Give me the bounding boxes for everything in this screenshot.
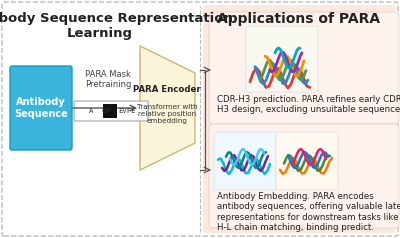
Text: Antibody Sequence Representation
Learning: Antibody Sequence Representation Learnin… xyxy=(0,12,232,40)
Text: Antibody Embedding. PARA encodes
antibody sequences, offering valuable latent
re: Antibody Embedding. PARA encodes antibod… xyxy=(217,192,400,232)
FancyBboxPatch shape xyxy=(2,2,398,236)
FancyBboxPatch shape xyxy=(214,132,276,190)
Text: Applications of PARA: Applications of PARA xyxy=(218,12,380,26)
Bar xyxy=(103,104,117,118)
FancyBboxPatch shape xyxy=(10,66,72,150)
FancyBboxPatch shape xyxy=(74,101,148,121)
Text: PARA Mask
Pretraining: PARA Mask Pretraining xyxy=(85,70,131,89)
FancyBboxPatch shape xyxy=(203,5,395,233)
FancyBboxPatch shape xyxy=(246,26,318,92)
FancyBboxPatch shape xyxy=(209,124,399,228)
Polygon shape xyxy=(140,46,195,170)
FancyBboxPatch shape xyxy=(276,132,338,190)
Text: CDR-H3 prediction. PARA refines early CDR-
H3 design, excluding unsuitable seque: CDR-H3 prediction. PARA refines early CD… xyxy=(217,95,400,114)
Text: PARA Encoder: PARA Encoder xyxy=(133,85,201,94)
Text: EVFE: EVFE xyxy=(118,108,136,114)
FancyBboxPatch shape xyxy=(209,12,399,124)
Text: Antibody
Sequence: Antibody Sequence xyxy=(14,97,68,119)
Text: A  GP: A GP xyxy=(89,108,111,114)
Text: Transformer with
relative position
embedding: Transformer with relative position embed… xyxy=(137,104,197,124)
